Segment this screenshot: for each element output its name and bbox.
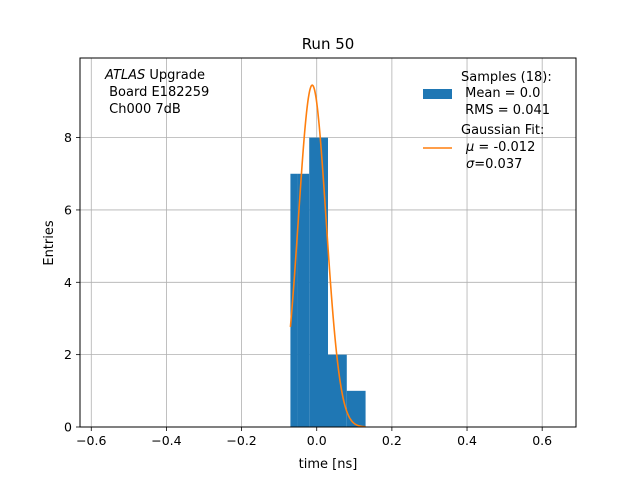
legend-fit-title: Gaussian Fit:: [461, 123, 544, 138]
x-tick-label: 0.6: [532, 433, 552, 448]
legend-samples-mean: Mean = 0.0: [461, 86, 540, 101]
x-tick-label: −0.4: [151, 433, 181, 448]
histogram-bar: [328, 354, 347, 427]
legend-samples-rms: RMS = 0.041: [461, 103, 550, 118]
legend: Samples (18): Mean = 0.0 RMS = 0.041 Gau…: [423, 70, 552, 172]
annotation-atlas: ATLAS: [104, 68, 145, 83]
histogram-bar: [346, 390, 366, 427]
x-tick-label: 0.0: [307, 433, 327, 448]
x-tick-label: 0.4: [457, 433, 477, 448]
chart-title: Run 50: [302, 35, 355, 53]
y-tick-label: 8: [64, 130, 72, 145]
annotation-upgrade: Upgrade: [145, 68, 205, 83]
legend-samples-swatch: [423, 89, 452, 99]
annotation-line-1: ATLAS Upgrade: [104, 68, 205, 83]
y-tick-label: 2: [64, 347, 72, 362]
gaussian-fit: [289, 84, 366, 428]
x-tick-label: −0.2: [226, 433, 256, 448]
y-axis-label: Entries: [42, 220, 57, 266]
histogram-bar: [297, 173, 310, 427]
histogram-bars: [290, 137, 366, 427]
histogram-bar: [309, 137, 328, 427]
legend-mu-symbol: μ: [465, 140, 474, 155]
annotation-line-3: Ch000 7dB: [105, 102, 181, 117]
legend-fit-mu: μ = -0.012: [465, 140, 535, 155]
legend-samples-title: Samples (18):: [461, 70, 552, 85]
legend-sigma-symbol: σ: [466, 157, 475, 172]
x-axis-ticks: −0.6 −0.4 −0.2 0.0 0.2 0.4 0.6: [76, 427, 552, 448]
atlas-annotation: ATLAS Upgrade Board E182259 Ch000 7dB: [104, 68, 209, 117]
y-tick-label: 0: [64, 420, 72, 435]
x-tick-label: 0.2: [382, 433, 402, 448]
legend-mu-value: = -0.012: [474, 140, 535, 155]
histogram-bar: [290, 173, 298, 427]
annotation-line-2: Board E182259: [105, 85, 209, 100]
legend-fit-sigma: σ=0.037: [466, 157, 522, 172]
legend-sigma-value: =0.037: [474, 157, 522, 172]
y-tick-label: 6: [64, 202, 72, 217]
y-axis-ticks: 0 2 4 6 8: [64, 130, 80, 435]
x-tick-label: −0.6: [76, 433, 106, 448]
fit-curve: [289, 84, 366, 428]
y-tick-label: 4: [64, 275, 72, 290]
axes-frame: [79, 57, 577, 428]
x-axis-label: time [ns]: [299, 457, 358, 472]
